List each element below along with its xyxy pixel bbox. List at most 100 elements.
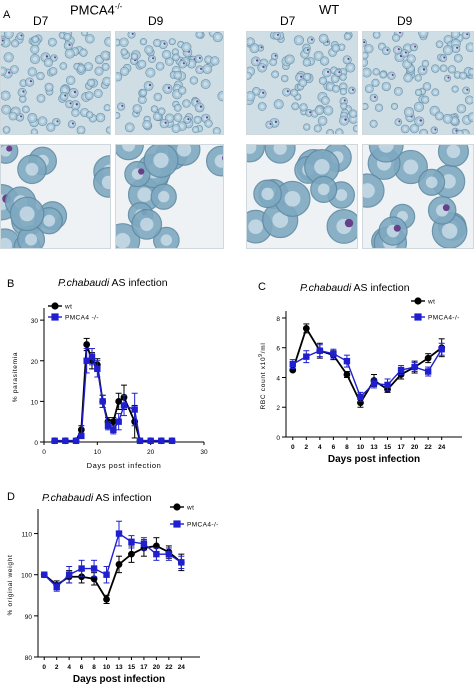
cell-pallor: [43, 214, 56, 227]
parasite: [398, 120, 401, 123]
cell-pallor: [470, 115, 473, 120]
cell-pallor: [32, 56, 38, 62]
cell-pallor: [205, 66, 210, 72]
cell-pallor: [247, 74, 250, 78]
legend-label: wt: [427, 299, 435, 306]
cell-pallor: [107, 39, 110, 44]
parasite: [199, 105, 203, 108]
cell-pallor: [184, 45, 189, 50]
cell-pallor: [437, 114, 442, 118]
cell-pallor: [453, 87, 457, 91]
cell-pallor: [96, 91, 101, 96]
data-point-pmca4: [165, 550, 173, 558]
cell-pallor: [455, 73, 460, 77]
x-tick-label: 0: [291, 444, 295, 451]
cell-pallor: [321, 36, 326, 41]
parasite: [363, 41, 366, 44]
day-label-pmca4-d9: D9: [148, 14, 164, 28]
cell-pallor: [272, 212, 289, 228]
parasite: [45, 55, 49, 58]
cell-pallor: [421, 32, 426, 36]
cell-pallor: [176, 115, 180, 120]
day-label-pmca4-d7: D7: [33, 14, 49, 28]
cell-pallor: [160, 234, 173, 246]
legend-label: wt: [64, 304, 72, 311]
cell-pallor: [432, 108, 437, 113]
data-point-pmca4: [78, 565, 85, 572]
parasite: [167, 86, 171, 90]
cell-pallor: [103, 65, 108, 69]
series-line: [291, 326, 443, 405]
data-point-pmca4: [316, 347, 324, 354]
cell-pallor: [381, 73, 385, 77]
parasite: [434, 128, 437, 131]
parasite: [404, 51, 407, 54]
cell-pallor: [173, 50, 177, 54]
x-tick-label: 8: [345, 444, 349, 451]
x-axis-label: Days post infection: [73, 674, 165, 685]
cell-pallor: [456, 56, 461, 61]
cell-pallor: [364, 70, 369, 75]
parasite: [6, 145, 13, 152]
cell-pallor: [377, 106, 381, 110]
cell-pallor: [158, 64, 162, 68]
cell-pallor: [87, 36, 92, 41]
data-point-pmca4: [90, 565, 98, 572]
cell-pallor: [462, 131, 467, 134]
cell-pallor: [452, 118, 457, 123]
x-tick-label: 22: [165, 664, 173, 671]
parasite: [8, 71, 11, 74]
cell-pallor: [47, 85, 51, 90]
cell-pallor: [25, 162, 39, 176]
cell-pallor: [403, 159, 419, 175]
cell-pallor: [450, 67, 454, 72]
parasite: [422, 68, 426, 71]
cell-pallor: [67, 51, 72, 56]
data-point-pmca4: [99, 398, 106, 405]
cell-pallor: [373, 81, 378, 85]
cell-pallor: [153, 152, 169, 169]
cell-pallor: [101, 175, 110, 189]
cell-pallor: [174, 55, 178, 59]
data-point-pmca4: [72, 437, 80, 444]
cell-pallor: [68, 78, 73, 83]
x-tick-label: 0: [42, 449, 46, 456]
parasite: [386, 49, 389, 52]
cell-pallor: [317, 183, 330, 196]
cell-pallor: [140, 97, 145, 102]
parasite: [71, 122, 74, 125]
cell-pallor: [441, 174, 456, 189]
y-axis-label-sup: 9: [258, 353, 264, 356]
cell-pallor: [33, 37, 37, 41]
cell-pallor: [442, 66, 446, 70]
cell-pallor: [334, 87, 338, 91]
cell-pallor: [321, 79, 325, 83]
parasite: [262, 91, 265, 94]
cell-pallor: [406, 109, 412, 115]
y-tick-label: 110: [22, 532, 33, 539]
data-point-wt: [128, 550, 135, 558]
cell-pallor: [322, 59, 327, 63]
cell-pallor: [341, 84, 346, 89]
cell-pallor: [167, 59, 172, 64]
cell-pallor: [335, 189, 348, 201]
cell-pallor: [3, 93, 8, 98]
data-point-pmca4: [51, 437, 58, 444]
cell-pallor: [423, 62, 427, 66]
cell-pallor: [46, 60, 51, 65]
data-point-pmca4: [384, 381, 391, 389]
data-point-pmca4: [128, 538, 135, 545]
cell-pallor: [174, 126, 178, 131]
cell-pallor: [271, 60, 275, 64]
parasite: [343, 99, 346, 102]
data-point-pmca4: [411, 363, 418, 371]
cell-pallor: [30, 69, 35, 74]
cell-pallor: [104, 79, 109, 84]
cell-pallor: [341, 90, 345, 94]
cell-pallor: [384, 84, 389, 89]
y-axis-label: % original weight: [7, 554, 14, 615]
cell-pallor: [13, 41, 17, 46]
parasite: [56, 120, 59, 123]
cell-pallor: [421, 131, 426, 134]
